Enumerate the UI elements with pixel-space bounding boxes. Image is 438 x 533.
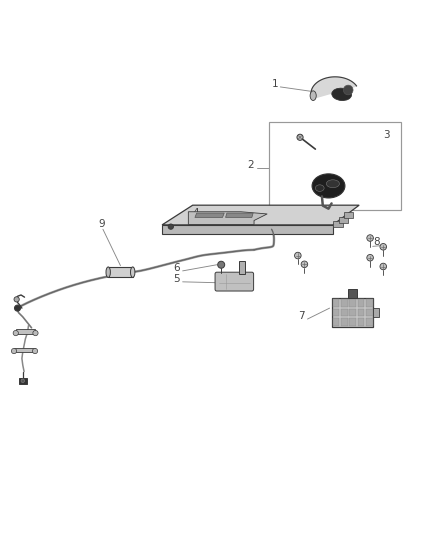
Bar: [16, 329, 35, 334]
Circle shape: [33, 330, 38, 336]
Bar: [348, 288, 357, 298]
Bar: [19, 378, 27, 384]
Bar: [14, 348, 35, 352]
Ellipse shape: [326, 180, 339, 188]
Text: 4: 4: [193, 208, 199, 218]
Bar: [341, 309, 348, 316]
Circle shape: [32, 349, 38, 354]
Bar: [332, 318, 339, 326]
Text: 7: 7: [298, 311, 304, 321]
Circle shape: [14, 305, 21, 311]
Polygon shape: [162, 205, 359, 225]
Polygon shape: [188, 212, 267, 224]
Circle shape: [301, 261, 307, 268]
Circle shape: [297, 134, 303, 140]
Bar: [332, 299, 339, 307]
Ellipse shape: [332, 88, 351, 101]
Bar: [344, 212, 353, 219]
Polygon shape: [311, 77, 357, 99]
Bar: [357, 309, 364, 316]
Bar: [332, 298, 373, 327]
FancyBboxPatch shape: [215, 272, 254, 291]
Polygon shape: [162, 225, 333, 233]
Ellipse shape: [315, 185, 324, 191]
Bar: [349, 309, 356, 316]
Bar: [341, 318, 348, 326]
Text: 9: 9: [99, 219, 105, 229]
Circle shape: [218, 261, 225, 268]
Circle shape: [367, 235, 373, 241]
Text: 8: 8: [374, 238, 380, 247]
Bar: [366, 309, 373, 316]
Bar: [269, 122, 401, 209]
Bar: [108, 267, 133, 278]
Text: 1: 1: [272, 79, 278, 89]
Circle shape: [168, 224, 173, 229]
Bar: [239, 261, 245, 274]
Polygon shape: [195, 213, 224, 217]
Circle shape: [367, 254, 373, 261]
Bar: [333, 221, 343, 227]
Bar: [341, 299, 348, 307]
Ellipse shape: [131, 267, 135, 278]
Text: 6: 6: [173, 263, 180, 273]
Circle shape: [21, 379, 25, 383]
Bar: [357, 299, 364, 307]
Circle shape: [294, 252, 301, 259]
Bar: [357, 318, 364, 326]
Ellipse shape: [312, 174, 345, 198]
Circle shape: [13, 330, 18, 336]
Text: 3: 3: [383, 130, 390, 140]
Bar: [366, 299, 373, 307]
Bar: [332, 309, 339, 316]
Text: 2: 2: [247, 160, 254, 170]
Bar: [373, 308, 379, 317]
Bar: [339, 216, 348, 223]
Circle shape: [343, 85, 353, 95]
Polygon shape: [226, 213, 253, 217]
Ellipse shape: [310, 91, 316, 101]
Bar: [349, 318, 356, 326]
Ellipse shape: [106, 267, 110, 278]
Bar: [366, 318, 373, 326]
Circle shape: [380, 263, 387, 270]
Circle shape: [14, 297, 19, 302]
Circle shape: [11, 349, 17, 354]
Circle shape: [380, 244, 387, 250]
Bar: [349, 299, 356, 307]
Text: 5: 5: [173, 274, 180, 284]
